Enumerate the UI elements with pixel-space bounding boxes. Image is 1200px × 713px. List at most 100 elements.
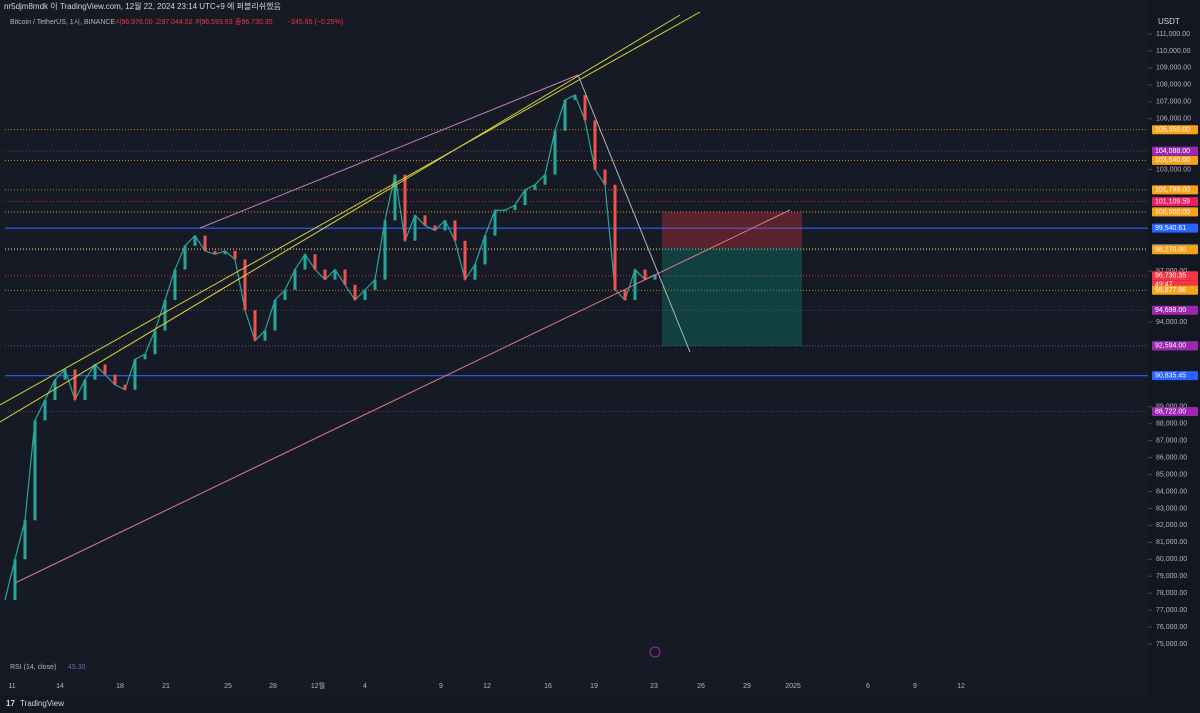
price-tick-label: 82,000.00: [1156, 522, 1187, 529]
price-tag: [1152, 207, 1198, 217]
price-tick-label: 103,000.00: [1156, 166, 1191, 173]
candle: [433, 225, 437, 231]
countdown: 49:47: [1155, 282, 1173, 289]
candle: [383, 220, 387, 280]
candle: [203, 235, 207, 251]
price-tick-label: 94,000.00: [1156, 319, 1187, 326]
candle: [583, 95, 587, 121]
price-tag-label: 96,730.35: [1155, 273, 1186, 280]
price-tag: [1152, 285, 1198, 295]
time-label: 12: [957, 683, 965, 690]
time-label: 14: [56, 683, 64, 690]
time-label: 12: [483, 683, 491, 690]
price-tick-label: 111,000.00: [1156, 31, 1190, 38]
stop-zone: [662, 212, 802, 248]
trend-line: [199, 74, 579, 229]
candle: [643, 269, 647, 280]
publisher: nr5djm8mdk 이 TradingView.com, 12월 22, 20…: [4, 1, 281, 11]
candle: [23, 520, 27, 560]
price-tag: [1152, 371, 1198, 381]
footer: [0, 695, 1200, 713]
price-tag-label: 101,799.00: [1155, 187, 1190, 194]
price-tick-label: 83,000.00: [1156, 505, 1187, 512]
price-tick-label: 75,000.00: [1156, 641, 1187, 648]
price-tag-label: 95,877.96: [1155, 287, 1186, 294]
price-tick-label: 86,000.00: [1156, 454, 1187, 461]
price-tick-label: 84,000.00: [1156, 488, 1187, 495]
countdown-bg: [1152, 280, 1198, 290]
price-tick-label: 85,000.00: [1156, 471, 1187, 478]
candle: [273, 300, 277, 331]
price-tag-label: 101,109.59: [1155, 198, 1190, 205]
candle: [143, 354, 147, 360]
price-tick-label: 80,000.00: [1156, 556, 1187, 563]
candle: [333, 269, 337, 280]
candle: [13, 559, 17, 600]
price-tag-label: 103,540.00: [1155, 157, 1190, 164]
time-label: 25: [224, 683, 232, 690]
candle: [513, 205, 517, 211]
candle: [63, 369, 67, 380]
event-icon[interactable]: [649, 646, 661, 658]
time-label: 26: [697, 683, 705, 690]
candle: [323, 269, 327, 280]
price-tag: [1152, 305, 1198, 315]
time-label: 11: [8, 683, 15, 690]
candle: [463, 240, 467, 280]
time-label: 21: [162, 683, 170, 690]
candle: [503, 210, 507, 212]
price-tick-label: 76,000.00: [1156, 624, 1187, 631]
time-label: 2025: [785, 683, 801, 690]
candle: [313, 254, 317, 270]
candle: [473, 264, 477, 280]
price-tick-label: 106,000.00: [1156, 116, 1191, 123]
candle: [233, 250, 237, 260]
candle: [393, 174, 397, 221]
trend-line: [0, 11, 701, 406]
candle: [603, 169, 607, 185]
candle: [623, 289, 627, 301]
candle: [33, 420, 37, 521]
price-line: [4, 94, 656, 601]
price-tag-label: 104,088.00: [1155, 148, 1190, 155]
candle: [573, 95, 577, 101]
price-tag-label: 92,594.00: [1155, 343, 1186, 350]
candle: [343, 269, 347, 285]
ohlc-value: 저96,593.63: [195, 17, 233, 26]
candle: [353, 284, 357, 301]
rsi-value: 45.30: [68, 664, 86, 671]
candle: [533, 184, 537, 190]
trend-line: [0, 14, 681, 423]
candle: [403, 174, 407, 241]
ohlc-value: 시96,976.00: [115, 18, 153, 26]
candle: [653, 274, 657, 280]
time-label: 9: [913, 683, 917, 690]
price-tag: [1152, 185, 1198, 195]
candle: [223, 250, 227, 255]
candle: [213, 250, 217, 255]
candle: [283, 289, 287, 301]
candle: [523, 189, 527, 206]
price-tick-label: 81,000.00: [1156, 539, 1187, 546]
ohlc-value: −245.65 (−0.25%): [287, 19, 343, 26]
candle: [113, 374, 117, 385]
price-tag: [1152, 125, 1198, 135]
overlay-lines: [5, 129, 1148, 412]
price-tick-label: 110,000.00: [1156, 48, 1191, 55]
candle: [83, 379, 87, 400]
ohlc-value: 고97,044.02: [155, 18, 193, 26]
candle: [103, 364, 107, 375]
price-tag-label: 94,698.00: [1155, 307, 1186, 314]
candle: [173, 269, 177, 301]
ohlc-value: 종96,730.35: [235, 18, 273, 26]
candle: [543, 174, 547, 185]
candle: [93, 364, 97, 380]
price-series: [4, 94, 657, 601]
time-label: 29: [743, 683, 751, 690]
candle: [563, 100, 567, 131]
candle: [423, 215, 427, 226]
candle: [193, 235, 197, 246]
price-tag-label: 100,500.00: [1155, 209, 1190, 216]
price-tag: [1152, 406, 1198, 416]
